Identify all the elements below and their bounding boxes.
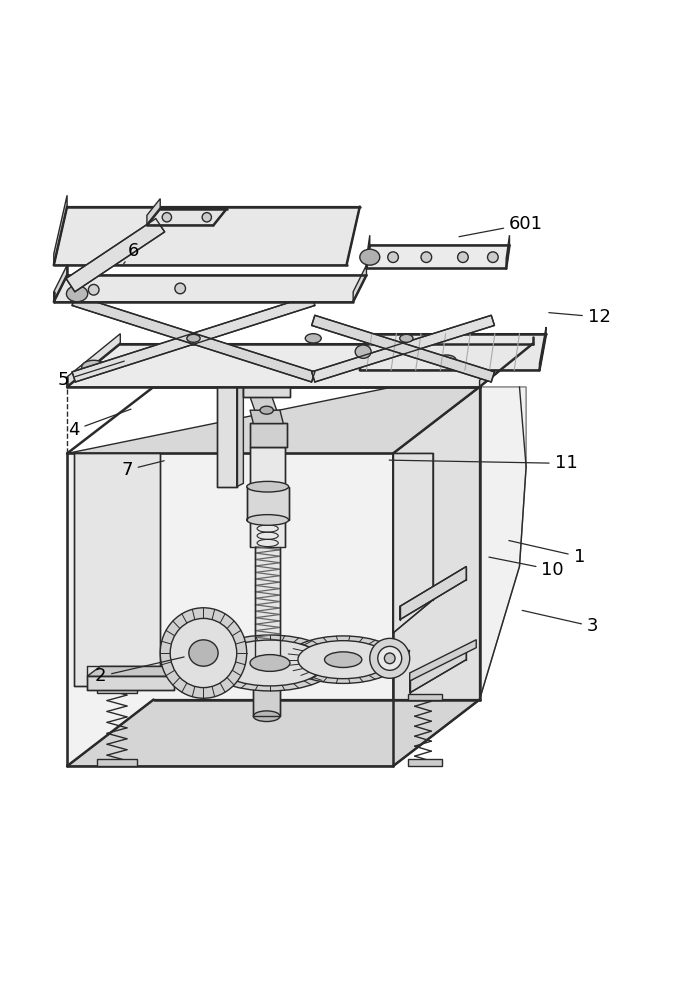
Ellipse shape (437, 355, 456, 366)
Polygon shape (67, 387, 480, 453)
Polygon shape (54, 275, 367, 302)
Ellipse shape (385, 653, 395, 664)
Ellipse shape (298, 641, 388, 679)
Polygon shape (247, 487, 288, 520)
Ellipse shape (287, 636, 400, 683)
Polygon shape (480, 337, 533, 387)
Ellipse shape (204, 635, 337, 691)
Bar (408, 694, 441, 700)
Polygon shape (73, 453, 160, 686)
Circle shape (162, 213, 172, 222)
Bar (97, 688, 137, 693)
Circle shape (421, 252, 432, 262)
Circle shape (388, 252, 398, 262)
Polygon shape (250, 410, 283, 423)
Polygon shape (147, 209, 227, 225)
Polygon shape (67, 344, 533, 387)
Ellipse shape (360, 249, 380, 265)
Ellipse shape (260, 406, 273, 414)
Polygon shape (255, 547, 280, 663)
Ellipse shape (250, 655, 290, 671)
Ellipse shape (355, 345, 371, 358)
Bar (97, 759, 137, 766)
Text: 7: 7 (121, 461, 164, 479)
Ellipse shape (305, 334, 322, 343)
Polygon shape (54, 195, 67, 265)
Polygon shape (367, 235, 370, 268)
Circle shape (175, 283, 186, 294)
Polygon shape (250, 397, 277, 410)
Text: 601: 601 (459, 215, 543, 237)
Polygon shape (400, 567, 466, 620)
Polygon shape (376, 650, 410, 666)
Polygon shape (353, 265, 367, 302)
Polygon shape (254, 673, 280, 716)
Ellipse shape (247, 515, 288, 525)
Polygon shape (250, 367, 283, 377)
Circle shape (488, 252, 498, 262)
Ellipse shape (216, 640, 324, 686)
Ellipse shape (160, 608, 247, 698)
Polygon shape (147, 199, 160, 225)
Text: 6: 6 (123, 242, 139, 264)
Polygon shape (67, 700, 480, 766)
Ellipse shape (254, 711, 280, 722)
Circle shape (202, 213, 211, 222)
Text: 3: 3 (523, 610, 598, 635)
Polygon shape (54, 265, 67, 302)
Polygon shape (539, 327, 546, 370)
Polygon shape (250, 423, 287, 447)
Polygon shape (237, 380, 243, 487)
Polygon shape (393, 453, 433, 633)
Polygon shape (67, 334, 121, 387)
Polygon shape (393, 387, 480, 766)
Polygon shape (72, 295, 315, 382)
Ellipse shape (67, 286, 88, 302)
Polygon shape (243, 377, 290, 397)
Polygon shape (480, 387, 526, 700)
Ellipse shape (82, 360, 105, 374)
Polygon shape (360, 334, 546, 370)
Ellipse shape (188, 640, 218, 666)
Text: 2: 2 (95, 657, 184, 685)
Text: 1: 1 (509, 541, 585, 566)
Polygon shape (87, 666, 187, 676)
Ellipse shape (170, 618, 237, 688)
Ellipse shape (378, 646, 402, 670)
Polygon shape (243, 372, 297, 377)
Circle shape (457, 252, 468, 262)
Text: 12: 12 (549, 308, 611, 326)
Polygon shape (410, 640, 476, 681)
Text: 4: 4 (68, 409, 131, 439)
Ellipse shape (400, 334, 413, 342)
Polygon shape (367, 245, 509, 268)
Ellipse shape (247, 481, 288, 492)
Text: 5: 5 (58, 361, 124, 389)
Bar (408, 759, 441, 766)
Polygon shape (312, 315, 495, 382)
Polygon shape (67, 453, 393, 766)
Polygon shape (66, 219, 165, 292)
Polygon shape (217, 384, 237, 487)
Ellipse shape (187, 334, 200, 342)
Polygon shape (506, 235, 509, 268)
Polygon shape (72, 295, 315, 382)
Polygon shape (250, 447, 286, 547)
Polygon shape (54, 207, 360, 265)
Polygon shape (410, 648, 466, 693)
Polygon shape (312, 315, 495, 382)
Ellipse shape (324, 652, 362, 667)
Ellipse shape (370, 638, 410, 678)
Polygon shape (87, 676, 173, 690)
Text: 10: 10 (489, 557, 564, 579)
Circle shape (89, 284, 99, 295)
Text: 11: 11 (389, 454, 577, 472)
